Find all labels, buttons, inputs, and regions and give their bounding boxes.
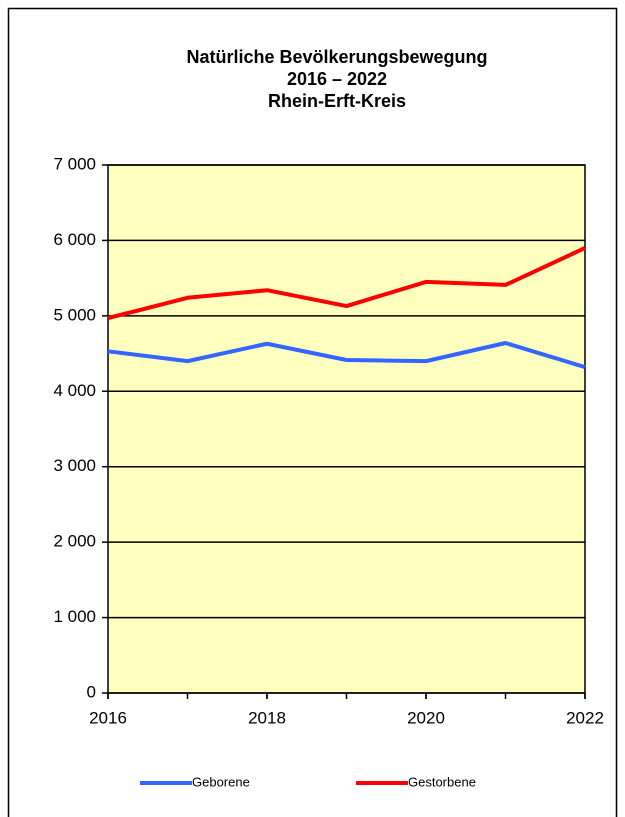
legend-label: Geborene [192, 774, 250, 789]
line-series [107, 341, 586, 370]
chart-title: Rhein-Erft-Kreis [268, 91, 406, 111]
chart-title: 2016 – 2022 [287, 69, 387, 89]
y-tick-label: 4 000 [53, 381, 96, 400]
y-tick-label: 6 000 [53, 230, 96, 249]
x-tick-label: 2018 [248, 708, 286, 727]
y-tick-label: 2 000 [53, 532, 96, 551]
plot-area [107, 164, 586, 694]
legend-label: Gestorbene [408, 774, 476, 789]
y-tick-label: 0 [87, 682, 96, 701]
x-tick-label: 2022 [566, 708, 604, 727]
y-tick-label: 3 000 [53, 456, 96, 475]
line-series [107, 246, 586, 321]
x-tick-label: 2020 [407, 708, 445, 727]
y-tick-label: 5 000 [53, 305, 96, 324]
y-tick-label: 7 000 [53, 154, 96, 173]
chart-title: Natürliche Bevölkerungsbewegung [186, 47, 487, 67]
y-tick-label: 1 000 [53, 607, 96, 626]
x-tick-label: 2016 [89, 708, 127, 727]
